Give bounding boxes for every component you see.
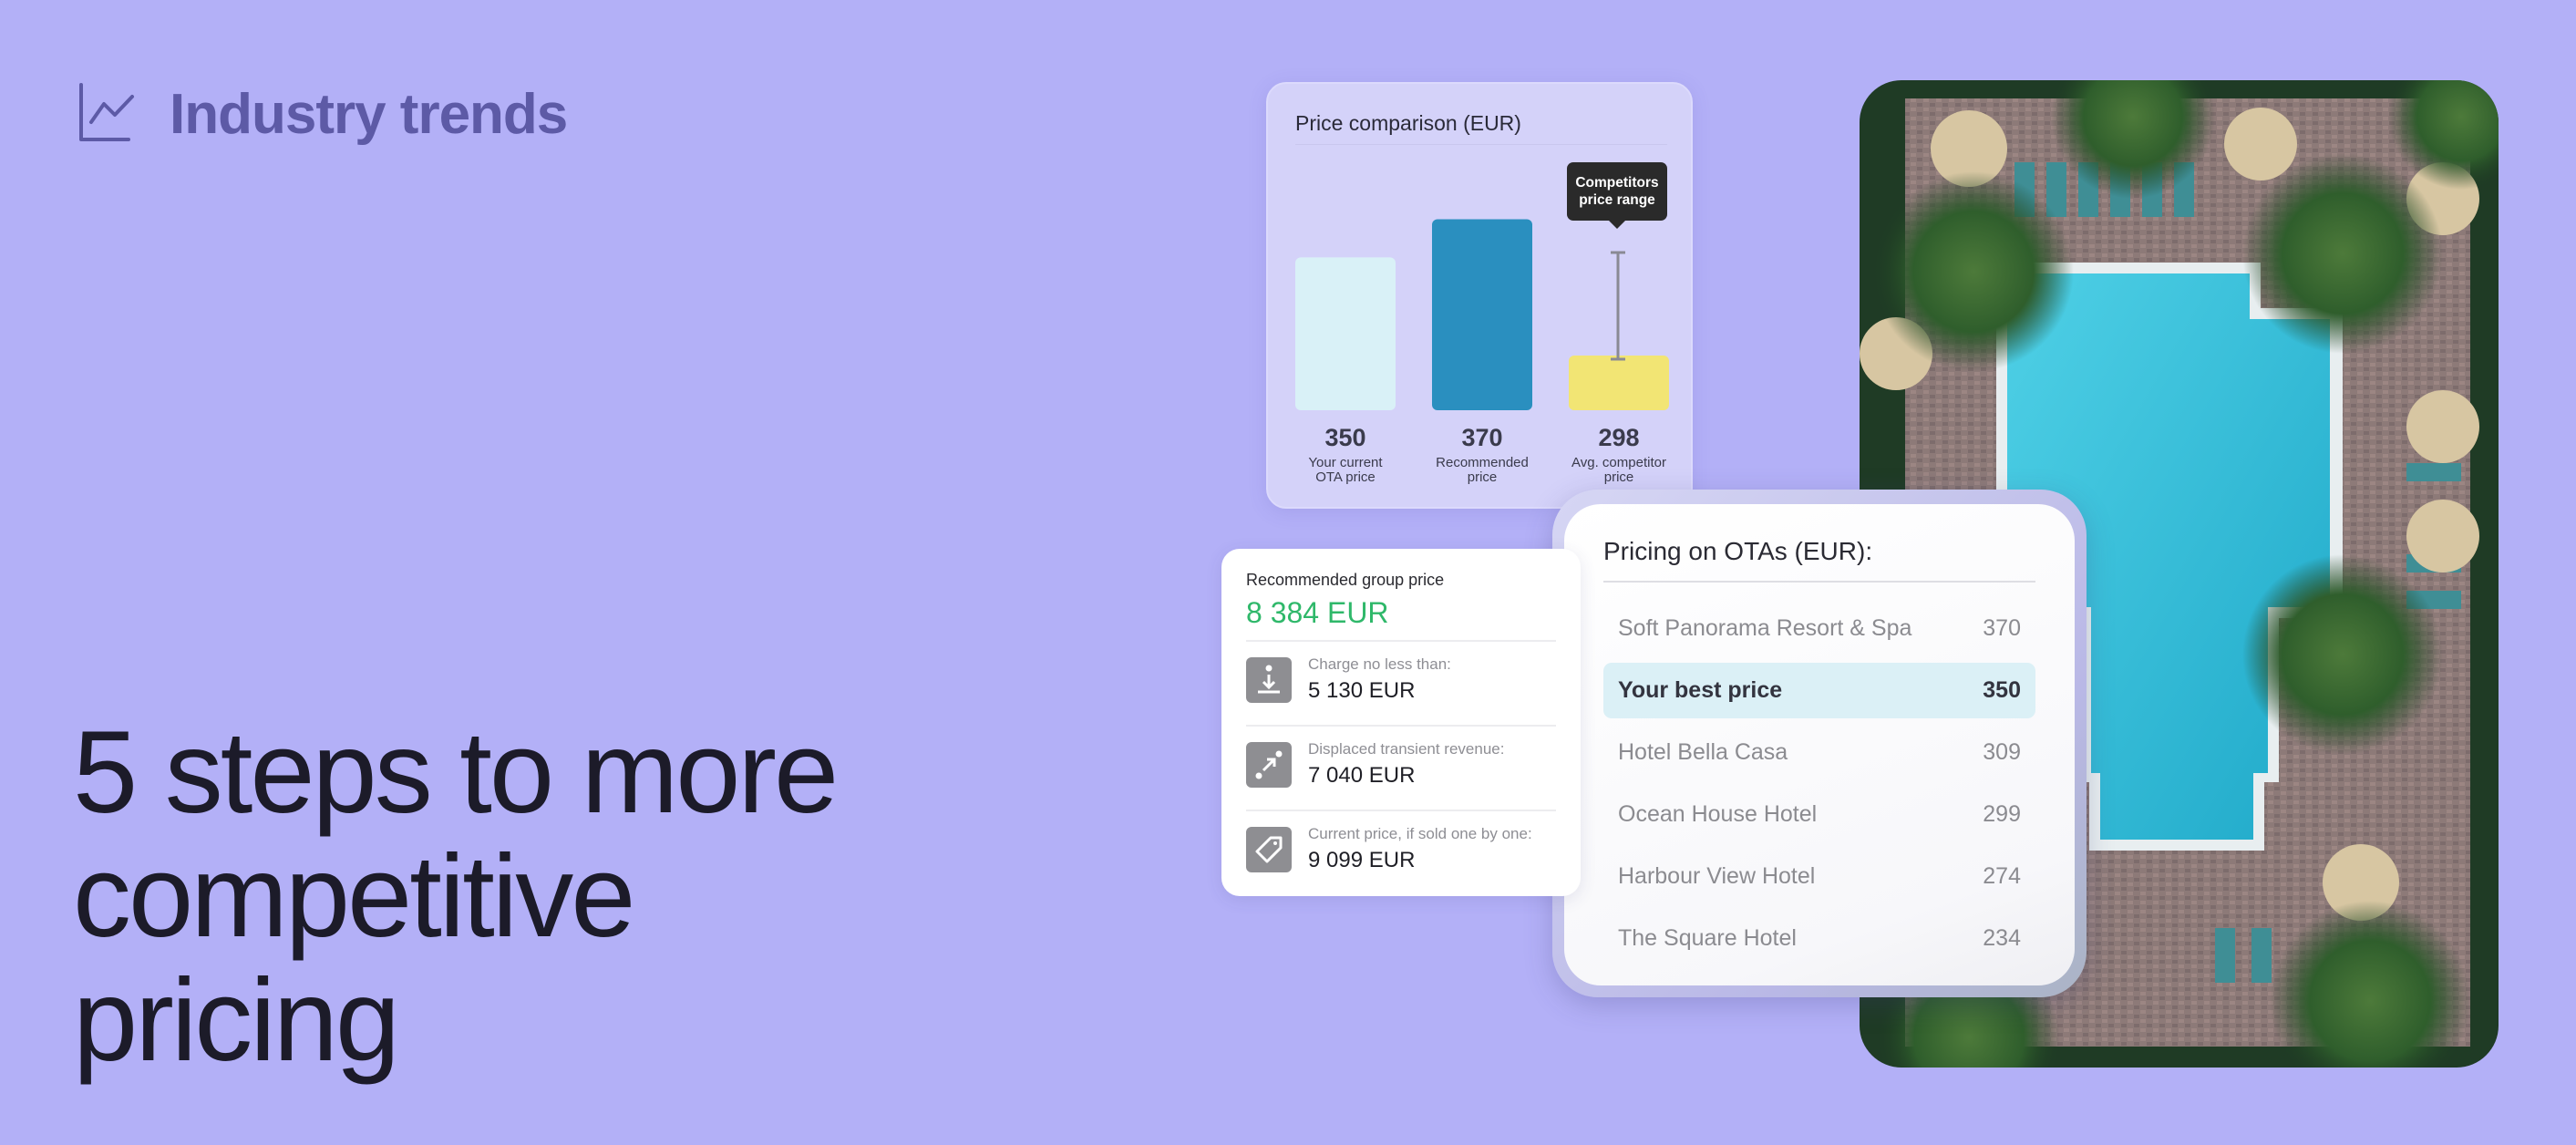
headline-line: competitive — [73, 831, 635, 962]
chart-title: Price comparison (EUR) — [1295, 111, 1521, 135]
section-title: Industry trends — [170, 83, 568, 146]
download-arrow-icon — [1246, 657, 1292, 703]
ota-row: The Square Hotel 234 — [1603, 911, 2035, 966]
bar-category-label: Your current — [1308, 455, 1383, 470]
group-price-card: Recommended group price 8 384 EUR Charge… — [1221, 549, 1581, 896]
group-item-value: 9 099 EUR — [1308, 848, 1416, 872]
hotel-name: Soft Panorama Resort & Spa — [1618, 615, 1912, 641]
group-price-title: Recommended group price — [1246, 571, 1445, 589]
bar-value-label: 370 — [1461, 424, 1502, 451]
divider — [1246, 810, 1556, 811]
competitor-range-error-bar — [1611, 251, 1625, 361]
hotel-name: Harbour View Hotel — [1618, 863, 1816, 889]
group-item-label: Current price, if sold one by one: — [1308, 825, 1532, 842]
bar-value-label: 350 — [1324, 424, 1365, 451]
ota-pricing-card: Pricing on OTAs (EUR): Soft Panorama Res… — [1564, 504, 2075, 985]
competitor-range-tooltip: Competitors price range — [1567, 162, 1667, 229]
ota-row: Hotel Bella Casa 309 — [1603, 725, 2035, 780]
bar-value-label: 298 — [1598, 424, 1639, 451]
ota-row: Ocean House Hotel 299 — [1603, 787, 2035, 842]
divider — [1295, 144, 1667, 145]
bar-category-label: OTA price — [1315, 469, 1376, 485]
group-price-total: 8 384 EUR — [1246, 596, 1389, 629]
divider — [1246, 640, 1556, 642]
price-tag-icon — [1246, 827, 1292, 872]
headline-line: 5 steps to more — [73, 707, 839, 838]
headline-line: pricing — [73, 955, 400, 1086]
group-item-label: Charge no less than: — [1308, 655, 1451, 673]
headline: 5 steps to more competitive pricing — [73, 711, 1076, 1083]
line-chart-icon — [79, 83, 134, 141]
hotel-price: 309 — [1983, 739, 2021, 765]
bar-category-label: price — [1468, 469, 1498, 485]
group-item-value: 5 130 EUR — [1308, 678, 1416, 703]
expand-arrow-icon — [1246, 742, 1292, 788]
bar — [1569, 356, 1669, 410]
bar — [1295, 257, 1396, 410]
group-item-value: 7 040 EUR — [1308, 763, 1416, 788]
ota-row: Harbour View Hotel 274 — [1603, 849, 2035, 904]
hotel-price: 299 — [1983, 801, 2021, 827]
tooltip-line: price range — [1579, 192, 1655, 208]
divider — [1246, 725, 1556, 727]
ota-row: Soft Panorama Resort & Spa 370 — [1603, 601, 2035, 656]
price-comparison-card: Price comparison (EUR) 350 Your current OT… — [1266, 82, 1693, 509]
ota-title: Pricing on OTAs (EUR): — [1603, 537, 1873, 565]
hotel-name: The Square Hotel — [1618, 925, 1797, 951]
tooltip-line: Competitors — [1575, 175, 1659, 191]
hotel-price: 274 — [1983, 863, 2021, 889]
bar-category-label: Recommended — [1436, 455, 1529, 470]
bar — [1432, 219, 1532, 410]
hotel-price: 350 — [1983, 677, 2021, 703]
hotel-name: Hotel Bella Casa — [1618, 739, 1788, 765]
hotel-price: 370 — [1983, 615, 2021, 641]
divider — [1603, 581, 2035, 583]
ota-row-best-price: Your best price 350 — [1603, 663, 2035, 718]
group-item-label: Displaced transient revenue: — [1308, 740, 1505, 758]
bar-category-label: price — [1604, 469, 1634, 485]
hotel-name: Your best price — [1618, 677, 1783, 703]
bar-category-label: Avg. competitor — [1571, 455, 1666, 470]
hotel-price: 234 — [1983, 925, 2021, 951]
hotel-name: Ocean House Hotel — [1618, 801, 1818, 827]
